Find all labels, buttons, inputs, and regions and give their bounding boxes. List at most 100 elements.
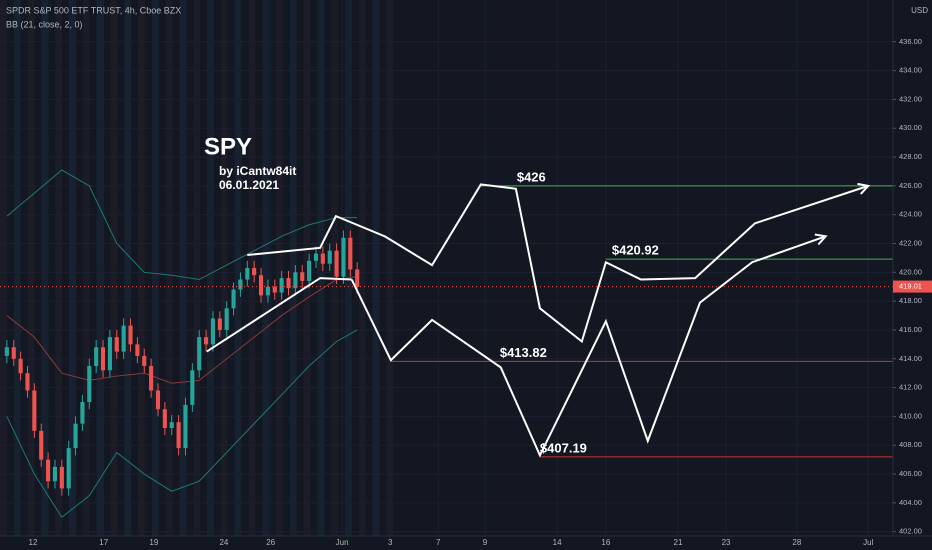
y-tick-label: 410.00 — [899, 411, 922, 420]
candle-body — [204, 337, 209, 345]
x-tick-label: 3 — [388, 538, 393, 547]
y-tick-label: 432.00 — [899, 94, 922, 103]
x-tick-label: 17 — [99, 538, 108, 547]
band-line — [6, 276, 358, 384]
candle-body — [231, 289, 236, 309]
candle-body — [32, 390, 37, 431]
arrow-head — [814, 233, 828, 246]
x-tick-label: 24 — [219, 538, 228, 547]
session-band — [303, 0, 311, 536]
grid — [0, 0, 893, 536]
y-tick-label: 434.00 — [899, 66, 922, 75]
arrow-head — [857, 182, 871, 195]
x-tick-label: 19 — [149, 538, 158, 547]
candle-body — [39, 430, 44, 460]
candle-body — [52, 466, 58, 482]
session-band — [151, 0, 159, 536]
x-tick-label: 21 — [674, 538, 683, 547]
last-price-box — [893, 280, 932, 293]
candle-body — [252, 268, 257, 276]
session-band — [82, 0, 90, 536]
session-band — [110, 0, 118, 536]
candle-body — [155, 390, 161, 410]
last-price-label: 419.01 — [899, 282, 922, 291]
candle-body — [286, 278, 291, 289]
candle-body — [121, 325, 126, 352]
candle-body — [210, 318, 216, 345]
x-tick-label: 16 — [601, 538, 610, 547]
band-line — [6, 329, 358, 519]
x-tick-label: Jun — [336, 538, 349, 547]
y-tick-label: 430.00 — [899, 123, 922, 132]
session-band — [55, 0, 63, 536]
candle-body — [128, 325, 133, 345]
session-band — [138, 0, 145, 536]
y-tick-label: 406.00 — [899, 469, 922, 478]
candle-body — [114, 337, 119, 352]
candle-body — [162, 409, 167, 428]
session-band — [0, 0, 7, 536]
y-tick-label: 420.00 — [899, 267, 922, 276]
candle-body — [238, 279, 243, 290]
candle-body — [142, 355, 147, 366]
candle-body — [293, 272, 298, 289]
y-tick-label: 412.00 — [899, 383, 922, 392]
session-band — [179, 0, 187, 536]
price-axis — [893, 0, 932, 550]
session-band — [262, 0, 270, 536]
candle-body — [169, 422, 174, 428]
session-band — [96, 0, 104, 536]
candle-body — [80, 402, 85, 424]
candle-body — [100, 347, 106, 371]
session-band — [289, 0, 297, 536]
axes: 402.00 404.00 406.00 408.00 410.00 412.00 414.… — [29, 37, 932, 547]
candle-body — [18, 358, 23, 374]
y-tick-label: 422.00 — [899, 238, 922, 247]
candle-body — [334, 250, 339, 277]
x-tick-label: 9 — [483, 538, 488, 547]
candle-body — [217, 318, 222, 330]
candle-body — [183, 404, 188, 449]
candle-body — [307, 260, 312, 281]
x-tick-label: 28 — [792, 538, 801, 547]
trend-drawing — [247, 183, 869, 344]
trend-drawing — [206, 277, 352, 353]
y-tick-label: 408.00 — [899, 440, 922, 449]
candle-body — [66, 448, 71, 489]
session-band — [234, 0, 242, 536]
candle-body — [190, 370, 195, 405]
session-band — [248, 0, 256, 536]
indicator-label: BB (21, close, 2, 0) — [6, 19, 83, 29]
session-band — [124, 0, 132, 536]
candle-body — [197, 337, 202, 371]
candle-body — [355, 269, 360, 287]
candle-body — [107, 337, 112, 371]
candle-body — [135, 344, 140, 356]
date: 06.01.2021 — [219, 178, 279, 192]
currency: USD — [911, 6, 928, 15]
candle-body — [320, 253, 325, 264]
x-tick-label: 7 — [436, 538, 441, 547]
candle-body — [46, 459, 51, 482]
y-tick-label: 402.00 — [899, 527, 922, 536]
candle-body — [73, 423, 78, 449]
band-line — [6, 169, 358, 281]
candle-body — [327, 250, 332, 264]
session-band — [193, 0, 201, 536]
x-tick-label: 14 — [553, 538, 562, 547]
level-label: $407.19 — [540, 440, 587, 455]
y-tick-label: 416.00 — [899, 325, 922, 334]
author: by iCantw84it — [219, 164, 296, 178]
candle-body — [258, 275, 264, 296]
candle-body — [87, 365, 92, 402]
y-tick-label: 404.00 — [899, 498, 922, 507]
candle-body — [341, 237, 346, 277]
x-tick-label: 12 — [29, 538, 38, 547]
session-band — [358, 0, 366, 536]
candle-body — [149, 365, 154, 391]
candle-body — [25, 373, 30, 391]
level-label: $413.82 — [500, 345, 547, 360]
x-tick-label: Jul — [863, 538, 873, 547]
session-band — [276, 0, 283, 536]
y-tick-label: 428.00 — [899, 152, 922, 161]
